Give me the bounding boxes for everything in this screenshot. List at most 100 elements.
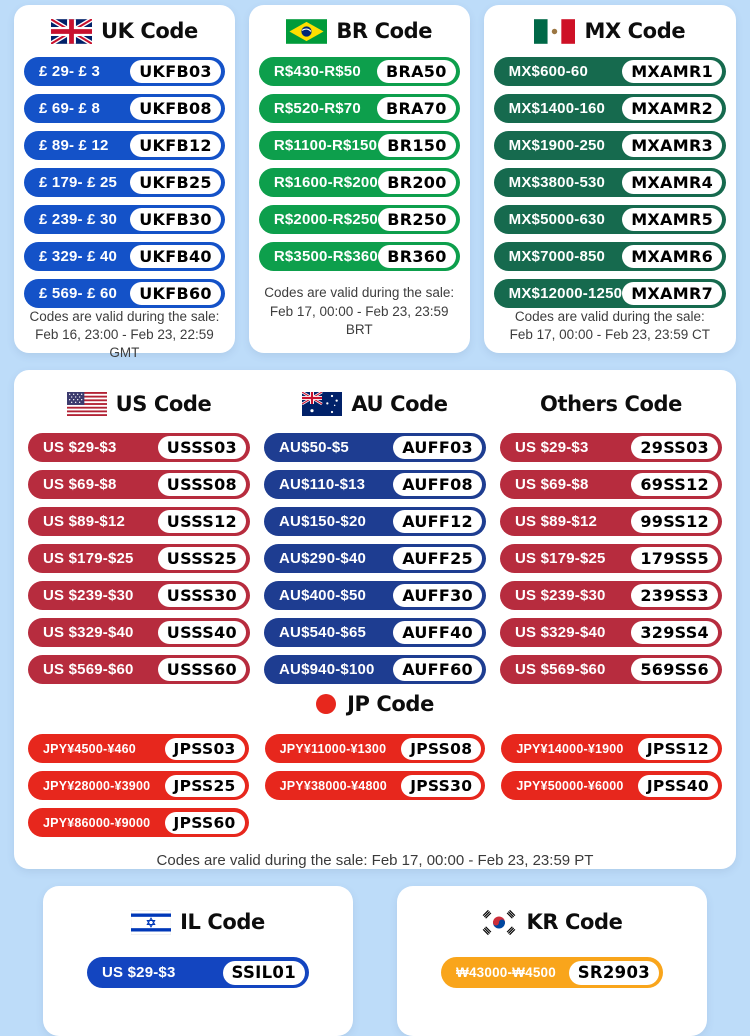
coupon-pill[interactable]: US $329-$40 USSS40 <box>28 618 250 647</box>
pill-amount-label: MX$5000-630 <box>508 211 606 228</box>
pill-amount-label: US $89-$12 <box>515 513 598 530</box>
main-validity-note: Codes are valid during the sale: Feb 17,… <box>156 852 594 869</box>
kr-card-header: KR Code <box>411 908 693 936</box>
pill-code-badge: 569SS6 <box>631 658 718 681</box>
coupon-pill[interactable]: US $69-$8 USSS08 <box>28 470 250 499</box>
pill-code-badge: JPSS30 <box>401 774 482 797</box>
footer-line: Feb 16, 23:00 - Feb 23, 22:59 GMT <box>35 327 214 361</box>
pill-amount-label: R$1600-R$200 <box>273 174 378 191</box>
pill-amount-label: US $329-$40 <box>43 624 134 641</box>
coupon-pill[interactable]: US $239-$30 USSS30 <box>28 581 250 610</box>
coupon-pill[interactable]: £ 239- £ 30 UKFB30 <box>24 205 225 234</box>
us-card-header: US Code <box>28 390 250 418</box>
coupon-pill[interactable]: JPY¥86000-¥9000 JPSS60 <box>28 808 249 837</box>
section-title: US Code <box>115 392 212 416</box>
coupon-pill[interactable]: MX$12000-1250 MXAMR7 <box>493 279 727 308</box>
section-title: MX Code <box>584 19 686 43</box>
main-columns: US Code US $29-$3 USSS03 US $69-$8 USSS08 US… <box>28 390 722 684</box>
coupon-pill[interactable]: ₩43000-₩4500 SR2903 <box>441 957 663 988</box>
pill-code-badge: USSS25 <box>157 547 246 570</box>
coupon-pill[interactable]: US $29-$3 29SS03 <box>500 433 722 462</box>
pill-code-badge: MXAMR2 <box>622 97 723 120</box>
pill-amount-label: AU$50-$5 <box>279 439 349 456</box>
coupon-pill[interactable]: JPY¥4500-¥460 JPSS03 <box>28 734 249 763</box>
coupon-pill[interactable]: AU$290-$40 AUFF25 <box>264 544 486 573</box>
coupon-pill[interactable]: JPY¥50000-¥6000 JPSS40 <box>501 771 722 800</box>
coupon-pill[interactable]: JPY¥14000-¥1900 JPSS12 <box>501 734 722 763</box>
coupon-pill[interactable]: AU$540-$65 AUFF40 <box>264 618 486 647</box>
coupon-pill[interactable]: £ 89- £ 12 UKFB12 <box>24 131 225 160</box>
coupon-pill[interactable]: US $179-$25 USSS25 <box>28 544 250 573</box>
coupon-pill[interactable]: £ 179- £ 25 UKFB25 <box>24 168 225 197</box>
coupon-pill[interactable]: R$3500-R$360 BR360 <box>258 242 460 271</box>
coupon-pill[interactable]: MX$5000-630 MXAMR5 <box>493 205 727 234</box>
coupon-pill[interactable]: £ 69- £ 8 UKFB08 <box>24 94 225 123</box>
footer-line: Codes are valid during the sale: <box>514 309 705 324</box>
coupon-pill[interactable]: US $179-$25 179SS5 <box>500 544 722 573</box>
pill-amount-label: US $329-$40 <box>515 624 606 641</box>
us-flag-icon <box>66 392 107 416</box>
pill-code-badge: USSS40 <box>157 621 246 644</box>
coupon-pill[interactable]: JPY¥11000-¥1300 JPSS08 <box>264 734 486 763</box>
pill-code-badge: UKFB12 <box>130 134 221 157</box>
coupon-pill[interactable]: AU$940-$100 AUFF60 <box>264 655 486 684</box>
pill-amount-label: AU$150-$20 <box>279 513 367 530</box>
pill-amount-label: US $239-$30 <box>515 587 606 604</box>
coupon-pill[interactable]: MX$1900-250 MXAMR3 <box>493 131 727 160</box>
coupon-pill[interactable]: US $89-$12 99SS12 <box>500 507 722 536</box>
mx-card-header: MX Code <box>494 17 726 45</box>
coupon-pill[interactable]: £ 329- £ 40 UKFB40 <box>24 242 225 271</box>
coupon-pill[interactable]: R$2000-R$250 BR250 <box>258 205 460 234</box>
others-column: Others Code US $29-$3 29SS03 US $69-$8 69SS… <box>500 390 722 684</box>
footer-line: Feb 17, 00:00 - Feb 23, 23:59 BRT <box>269 303 449 337</box>
us-column: US Code US $29-$3 USSS03 US $69-$8 USSS08 US… <box>28 390 250 684</box>
jp-card-header: JP Code <box>28 692 722 716</box>
coupon-pill[interactable]: R$1100-R$150 BR150 <box>258 131 460 160</box>
coupon-pill[interactable]: MX$1400-160 MXAMR2 <box>493 94 727 123</box>
coupon-pill[interactable]: R$1600-R$200 BR200 <box>258 168 460 197</box>
il-card-header: IL Code <box>57 908 339 936</box>
jp-flag-icon <box>316 694 337 714</box>
coupon-pill[interactable]: US $569-$60 569SS6 <box>500 655 722 684</box>
pill-code-badge: AUFF40 <box>393 621 482 644</box>
coupon-pill[interactable]: AU$110-$13 AUFF08 <box>264 470 486 499</box>
coupon-pill[interactable]: US $29-$3 USSS03 <box>28 433 250 462</box>
coupon-pill[interactable]: R$520-R$70 BRA70 <box>258 94 460 123</box>
uk-code-card: UK Code £ 29- £ 3 UKFB03 £ 69- £ 8 UKFB08 £ … <box>14 5 235 360</box>
coupon-pill[interactable]: US $29-$3 SSIL01 <box>87 957 309 988</box>
coupon-pill[interactable]: AU$150-$20 AUFF12 <box>264 507 486 536</box>
coupon-pill[interactable]: £ 569- £ 60 UKFB60 <box>24 279 225 308</box>
br-flag-icon <box>286 18 328 44</box>
pill-amount-label: US $239-$30 <box>43 587 134 604</box>
coupon-pill[interactable]: US $69-$8 69SS12 <box>500 470 722 499</box>
kr-code-card: KR Code ₩43000-₩4500 SR2903 <box>397 886 707 1036</box>
coupon-pill[interactable]: £ 29- £ 3 UKFB03 <box>24 57 225 86</box>
pill-amount-label: R$3500-R$360 <box>273 248 378 265</box>
br-validity-note: Codes are valid during the sale: Feb 17,… <box>259 284 460 341</box>
coupon-pill[interactable]: MX$7000-850 MXAMR6 <box>493 242 727 271</box>
coupon-pill[interactable]: JPY¥38000-¥4800 JPSS30 <box>264 771 486 800</box>
pill-code-badge: UKFB40 <box>130 245 221 268</box>
pill-amount-label: JPY¥4500-¥460 <box>43 741 136 756</box>
pill-code-badge: 29SS03 <box>631 436 718 459</box>
coupon-pill[interactable]: AU$400-$50 AUFF30 <box>264 581 486 610</box>
coupon-pill[interactable]: US $239-$30 239SS3 <box>500 581 722 610</box>
pill-amount-label: MX$3800-530 <box>508 174 606 191</box>
pill-code-badge: JPSS08 <box>401 737 482 760</box>
pill-code-badge: JPSS60 <box>164 811 245 834</box>
coupon-pill[interactable]: MX$600-60 MXAMR1 <box>493 57 727 86</box>
uk-card-header: UK Code <box>24 17 225 45</box>
coupon-pill[interactable]: US $89-$12 USSS12 <box>28 507 250 536</box>
pill-amount-label: JPY¥28000-¥3900 <box>43 778 151 793</box>
pill-amount-label: MX$1400-160 <box>508 100 606 117</box>
pill-code-badge: USSS03 <box>157 436 246 459</box>
coupon-pill[interactable]: AU$50-$5 AUFF03 <box>264 433 486 462</box>
pill-code-badge: AUFF30 <box>393 584 482 607</box>
coupon-pill[interactable]: R$430-R$50 BRA50 <box>258 57 460 86</box>
coupon-pill[interactable]: US $329-$40 329SS4 <box>500 618 722 647</box>
coupon-pill[interactable]: MX$3800-530 MXAMR4 <box>493 168 727 197</box>
footer-line: Codes are valid during the sale: <box>264 285 455 301</box>
mx-code-card: MX Code MX$600-60 MXAMR1 MX$1400-160 MXAMR2… <box>483 5 737 353</box>
coupon-pill[interactable]: JPY¥28000-¥3900 JPSS25 <box>28 771 249 800</box>
coupon-pill[interactable]: US $569-$60 USSS60 <box>28 655 250 684</box>
